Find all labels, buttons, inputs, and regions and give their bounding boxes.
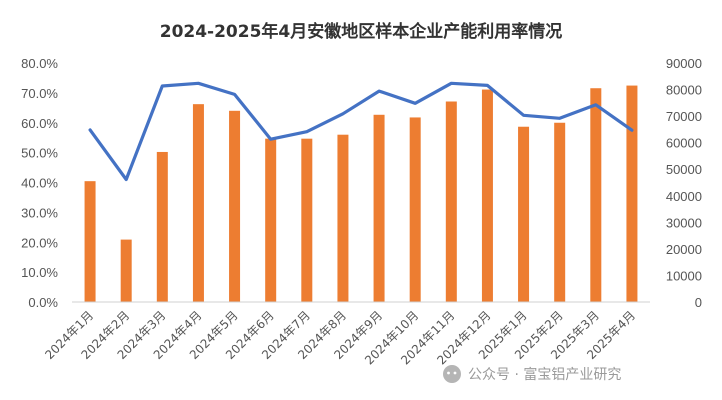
left-tick-label: 0.0%: [28, 295, 58, 310]
right-tick-label: 10000: [666, 268, 702, 283]
left-tick-label: 60.0%: [21, 116, 58, 131]
bar: [337, 134, 349, 302]
right-tick-label: 40000: [666, 189, 702, 204]
left-tick-label: 70.0%: [21, 86, 58, 101]
right-tick-label: 70000: [666, 109, 702, 124]
watermark-text: 公众号 · 富宝铝产业研究: [468, 366, 621, 383]
bar: [229, 110, 241, 302]
left-tick-label: 40.0%: [21, 176, 58, 191]
bar: [518, 126, 530, 302]
bar: [265, 138, 277, 302]
right-tick-label: 20000: [666, 242, 702, 257]
bar-series: [84, 85, 638, 303]
bar: [120, 239, 132, 302]
bar: [445, 101, 457, 302]
right-tick-label: 60000: [666, 136, 702, 151]
bar: [84, 181, 96, 302]
right-tick-label: 90000: [666, 56, 702, 71]
left-tick-label: 30.0%: [21, 205, 58, 220]
watermark: 公众号 · 富宝铝产业研究: [443, 365, 621, 383]
bar: [554, 122, 566, 302]
right-tick-label: 80000: [666, 83, 702, 98]
bar: [301, 138, 313, 302]
left-tick-label: 50.0%: [21, 146, 58, 161]
left-axis: 0.0% 10.0% 20.0% 30.0% 40.0% 50.0% 60.0% 70.0% 8…: [21, 56, 58, 310]
left-tick-label: 10.0%: [21, 265, 58, 280]
wechat-icon: [443, 365, 461, 383]
right-tick-label: 50000: [666, 162, 702, 177]
bar: [409, 117, 421, 302]
bar: [626, 85, 638, 302]
right-tick-label: 0: [695, 295, 702, 310]
bar: [590, 88, 602, 302]
right-axis: 0 10000 20000 30000 40000 50000 60000 70000 8000…: [666, 56, 702, 310]
bar: [481, 89, 493, 302]
left-tick-label: 20.0%: [21, 235, 58, 250]
bar: [373, 114, 385, 303]
right-tick-label: 30000: [666, 215, 702, 230]
x-axis: 2024年1月2024年2月2024年3月2024年4月2024年5月2024年…: [42, 301, 650, 367]
bar: [192, 104, 204, 303]
chart-title: 2024-2025年4月安徽地区样本企业产能利用率情况: [160, 21, 563, 42]
line-series: [88, 81, 634, 182]
left-tick-label: 80.0%: [21, 56, 58, 71]
bar: [156, 151, 168, 302]
line-path: [88, 81, 634, 182]
